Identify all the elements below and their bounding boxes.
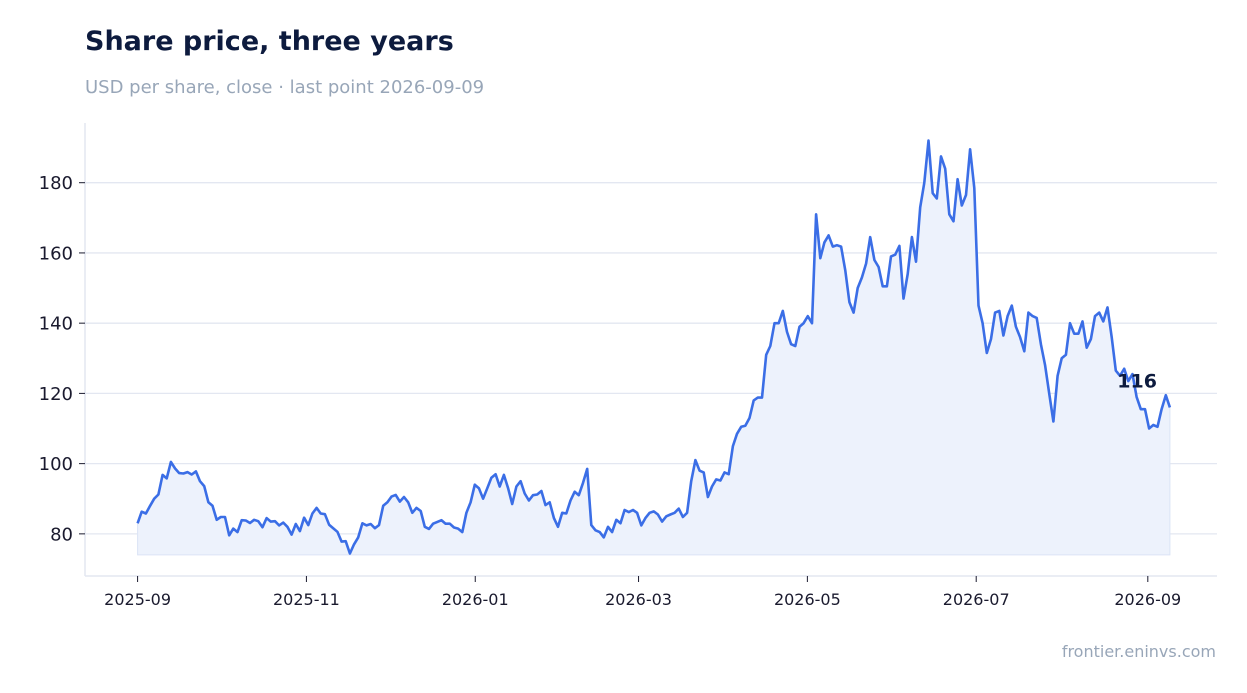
x-tick-2026-09: 2026-09 (1114, 576, 1181, 609)
y-tick-label: 160 (39, 243, 73, 264)
chart-title: Share price, three years (85, 26, 454, 57)
x-tick-label: 2026-09 (1114, 590, 1181, 609)
x-tick-2026-01: 2026-01 (442, 576, 509, 609)
x-tick-2026-03: 2026-03 (605, 576, 672, 609)
y-tick-label: 140 (39, 314, 73, 335)
price-area (137, 140, 1171, 556)
y-tick-80: 80 (50, 524, 85, 545)
x-tick-2026-05: 2026-05 (774, 576, 841, 609)
x-axis-ticks: 2025-09 2025-11 2026-01 2026-03 2026-05 2026-… (104, 576, 1181, 609)
x-tick-2025-11: 2025-11 (273, 576, 340, 609)
source-credit: frontier.eninvs.com (1061, 642, 1216, 661)
x-tick-label: 2025-09 (104, 590, 171, 609)
y-tick-label: 180 (39, 173, 73, 194)
y-axis-ticks: 80 100 120 140 160 180 (39, 173, 85, 545)
x-tick-label: 2026-01 (442, 590, 509, 609)
y-tick-120: 120 (39, 384, 85, 405)
x-tick-label: 2025-11 (273, 590, 340, 609)
x-tick-2025-09: 2025-09 (104, 576, 171, 609)
y-tick-140: 140 (39, 314, 85, 335)
x-tick-label: 2026-03 (605, 590, 672, 609)
x-tick-label: 2026-07 (943, 590, 1010, 609)
y-tick-160: 160 (39, 243, 85, 264)
y-tick-label: 100 (39, 454, 73, 475)
price-line (136, 139, 1172, 555)
x-tick-label: 2026-05 (774, 590, 841, 609)
x-tick-2026-07: 2026-07 (943, 576, 1010, 609)
y-tick-180: 180 (39, 173, 85, 194)
chart-subtitle: USD per share, close · last point 2026-0… (85, 77, 485, 98)
y-tick-100: 100 (39, 454, 85, 475)
axes (84, 123, 1217, 577)
y-tick-label: 80 (50, 524, 73, 545)
last-value-label: 116 (1117, 370, 1157, 392)
y-tick-label: 120 (39, 384, 73, 405)
